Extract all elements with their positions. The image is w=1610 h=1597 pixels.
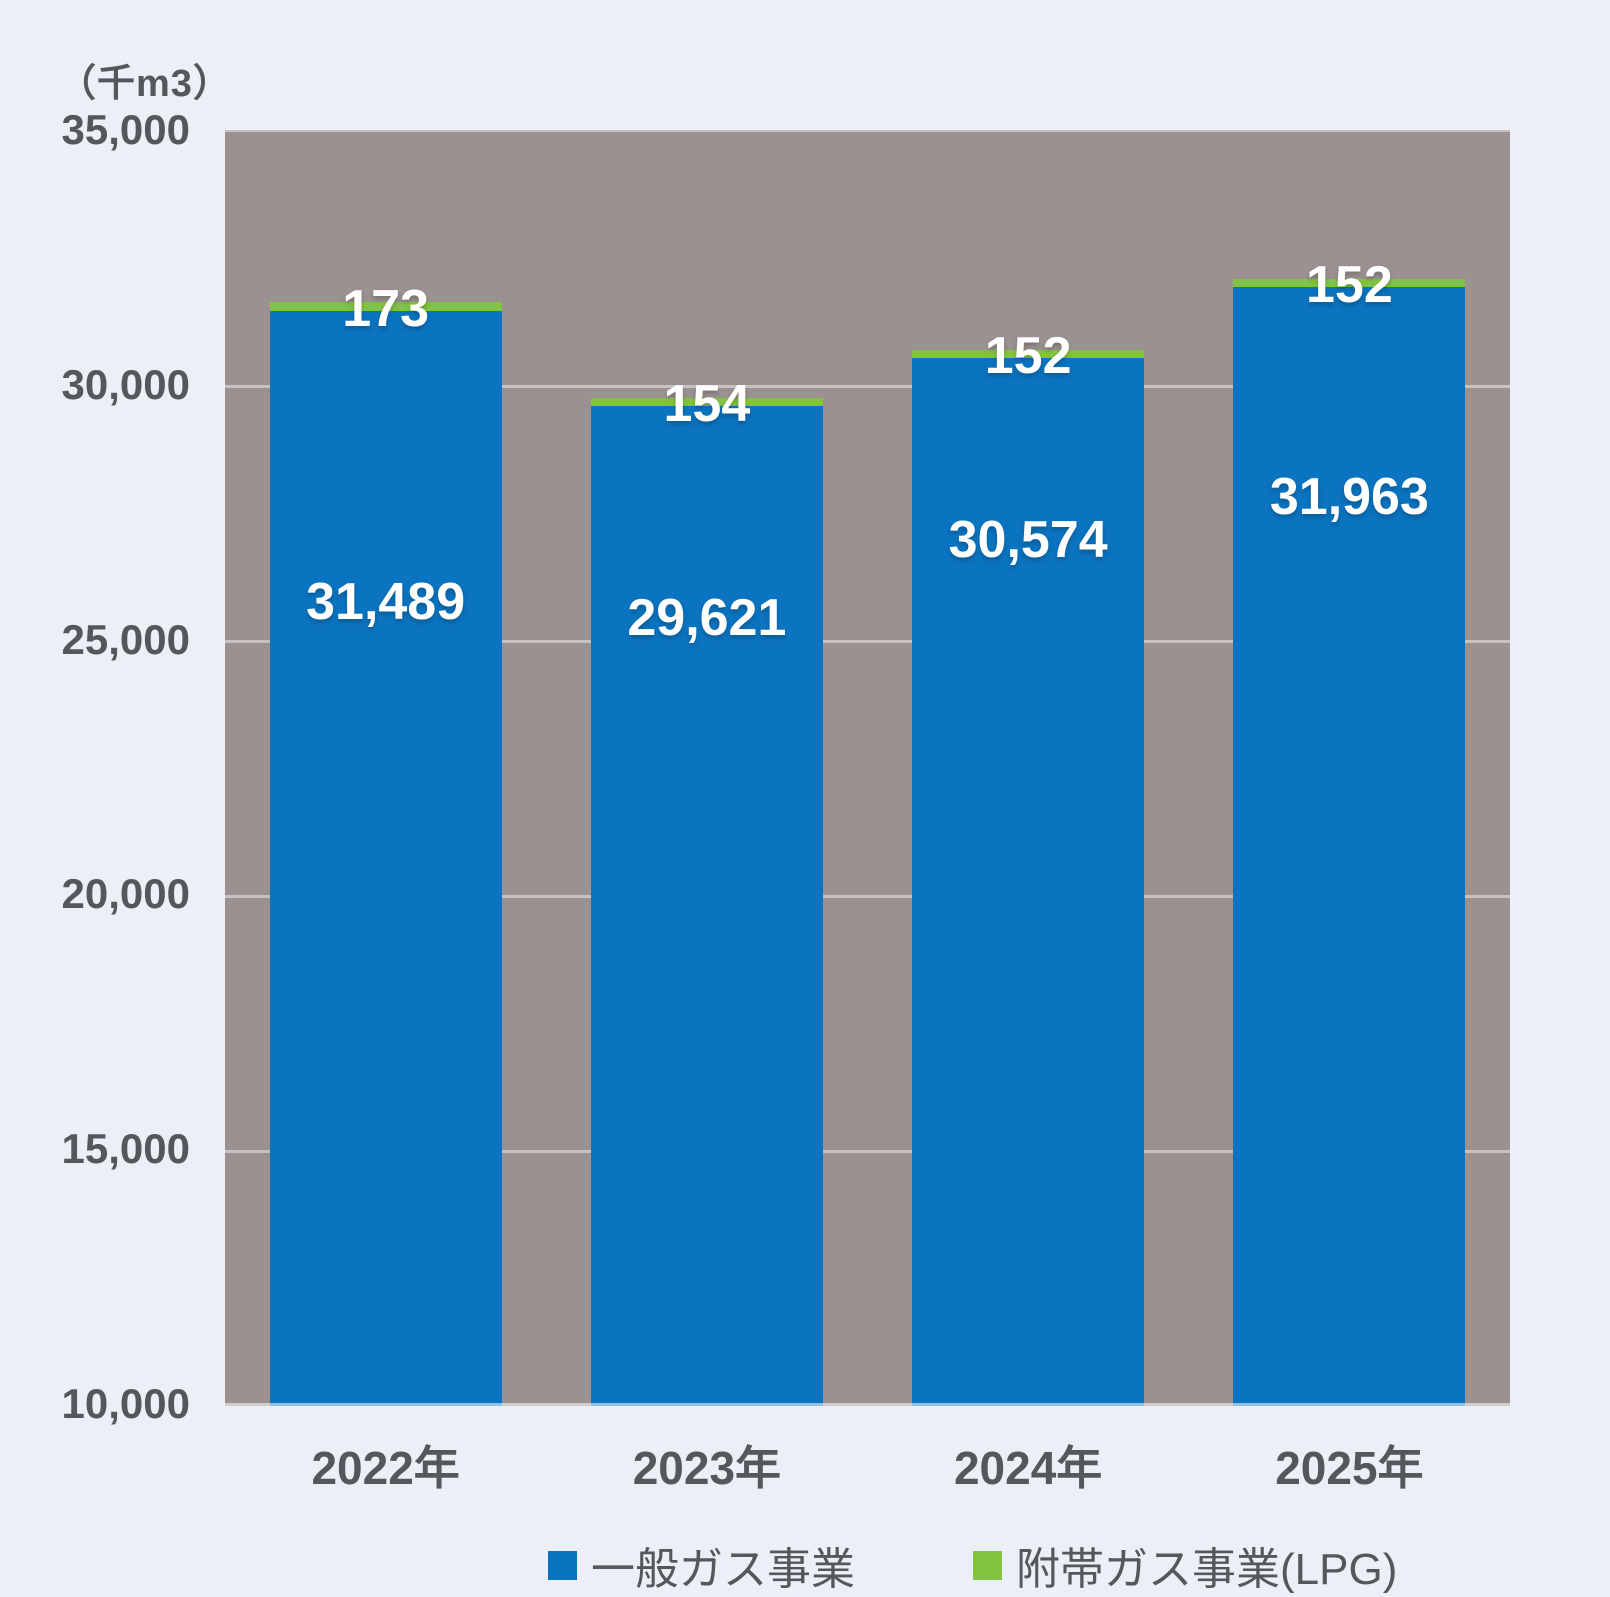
y-tick-label: 35,000 xyxy=(61,106,190,153)
y-tick-label: 10,000 xyxy=(61,1380,190,1427)
x-axis-line xyxy=(225,1403,1510,1406)
legend-item: 一般ガス事業 xyxy=(548,1533,855,1597)
legend-label: 一般ガス事業 xyxy=(591,1545,855,1594)
bar-lpg xyxy=(1233,279,1466,287)
bar-value-label-general-gas: 30,574 xyxy=(948,511,1108,569)
x-tick-label: 2024年 xyxy=(953,1442,1103,1494)
legend-label: 附帯ガス事業(LPG) xyxy=(1016,1545,1398,1594)
y-tick-label: 30,000 xyxy=(61,360,190,408)
bar-general-gas xyxy=(269,310,502,1406)
gridline xyxy=(225,1149,1510,1153)
bar-value-label-general-gas: 31,963 xyxy=(1269,468,1429,526)
bar-lpg xyxy=(590,398,823,407)
bar-value-label-general-gas: 31,489 xyxy=(306,573,466,631)
bar-lpg xyxy=(269,302,502,311)
x-tick-label: 2023年 xyxy=(632,1442,782,1494)
legend-swatch-lpg-icon xyxy=(973,1550,1002,1580)
bar-value-label-lpg: 154 xyxy=(663,375,751,434)
x-tick-label: 2022年 xyxy=(311,1442,460,1494)
y-tick-label: 20,000 xyxy=(61,870,190,918)
bar-general-gas xyxy=(590,406,823,1406)
bar-lpg xyxy=(912,349,1145,358)
bar-value-label-lpg: 152 xyxy=(1305,255,1393,314)
plot-area xyxy=(225,130,1510,1406)
bar-value-label-lpg: 152 xyxy=(984,326,1072,385)
bar-general-gas xyxy=(1233,286,1466,1406)
gridline xyxy=(225,894,1510,898)
x-tick-label: 2025年 xyxy=(1275,1442,1424,1494)
y-tick-label: 25,000 xyxy=(61,615,190,663)
gridline xyxy=(225,385,1510,389)
y-axis-unit-label: （千m3） xyxy=(58,63,232,105)
bar-value-label-general-gas: 29,621 xyxy=(627,589,787,647)
legend-swatch-general-gas-icon xyxy=(548,1550,577,1580)
bar-value-label-lpg: 173 xyxy=(342,279,430,338)
legend-item: 附帯ガス事業(LPG) xyxy=(973,1533,1397,1597)
y-tick-label: 15,000 xyxy=(61,1125,190,1173)
bar-general-gas xyxy=(912,357,1145,1406)
gridline xyxy=(225,640,1510,644)
